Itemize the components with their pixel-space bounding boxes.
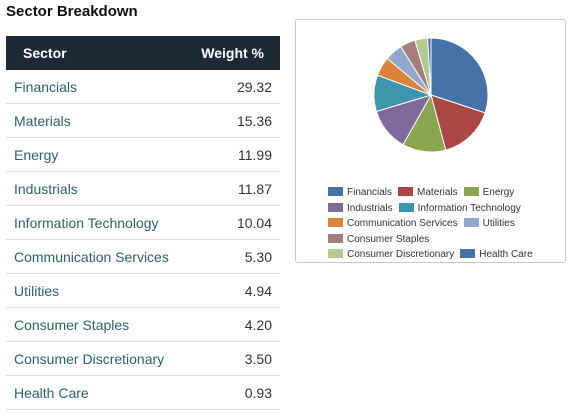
legend-swatch [463,218,479,227]
legend-row: Consumer Staples [328,232,564,248]
legend-swatch [398,202,414,212]
sector-weight: 29.32 [190,70,280,104]
legend-swatch [460,249,476,258]
legend-swatch [328,218,343,227]
sector-weight: 10.04 [190,205,280,240]
legend-label: Industrials [347,202,393,214]
legend-label: Information Technology [417,202,521,214]
legend-item-consumer-staples[interactable]: Consumer Staples [328,232,429,248]
pie-slice-materials[interactable] [430,94,486,151]
sector-name: Information Technology [6,205,191,240]
sector-table: Sector Weight % Financials 29.32 Materia… [6,36,280,410]
sector-pie-chart: Financials Materials Energy Industrials Info… [295,19,566,263]
sector-name: Financials [6,70,191,104]
table-row: Communication Services 5.30 [6,239,280,274]
sector-weight: 3.50 [190,341,280,376]
legend-item-materials[interactable]: Materials [398,185,458,201]
pie-slice-financials[interactable] [430,37,489,114]
table-row: Information Technology 10.04 [6,205,280,240]
legend-item-industrials[interactable]: Industrials [328,201,393,217]
legend-item-consumer-discretionary[interactable]: Consumer Discretionary [328,247,454,263]
table-row: Consumer Staples 4.20 [6,307,280,342]
legend-row: Communication Services Utilities [328,216,564,232]
legend-label: Consumer Discretionary [347,249,455,260]
table-header-row: Sector Weight % [6,36,280,70]
table-row: Financials 29.32 [6,70,280,104]
sector-name: Communication Services [6,239,191,274]
sector-name: Materials [6,103,191,138]
sector-name: Energy [6,137,191,172]
table-row: Health Care 0.93 [6,375,280,410]
column-header-weight[interactable]: Weight % [190,36,280,70]
legend-row: Financials Materials Energy [328,185,564,201]
legend-swatch [398,187,414,196]
column-header-sector[interactable]: Sector [6,36,191,70]
sector-weight: 5.30 [190,239,280,274]
legend-label: Financials [347,187,393,198]
legend-swatch [328,202,343,212]
sector-weight: 11.87 [190,171,280,206]
legend-item-health-care[interactable]: Health Care [460,247,533,263]
legend-swatch [328,249,343,258]
sector-name: Health Care [6,375,191,410]
legend-swatch [328,187,343,196]
legend-label: Health Care [479,249,533,260]
sector-name: Consumer Staples [6,307,191,342]
legend-label: Energy [482,187,515,198]
table-row: Energy 11.99 [6,137,280,172]
legend-item-communication-services[interactable]: Communication Services [328,216,458,232]
table-row: Utilities 4.94 [6,273,280,308]
legend-label: Utilities [482,218,515,229]
legend-label: Communication Services [347,218,458,229]
legend-row: Industrials Information Technology [328,201,564,217]
page-title: Sector Breakdown [6,3,138,20]
sector-name: Industrials [6,171,191,206]
table-row: Materials 15.36 [6,103,280,138]
pie-slice-health-care[interactable] [427,37,432,96]
legend-swatch [328,233,343,243]
sector-name: Utilities [6,273,191,308]
pie-chart-svg [373,37,489,153]
sector-weight: 15.36 [190,103,280,138]
sector-weight: 11.99 [190,137,280,172]
legend-item-information-technology[interactable]: Information Technology [398,201,521,217]
legend-label: Materials [417,187,458,198]
table-row: Industrials 11.87 [6,171,280,206]
sector-weight: 4.20 [190,307,280,342]
legend-label: Consumer Staples [347,233,430,245]
legend-swatch [463,187,479,196]
legend-item-utilities[interactable]: Utilities [463,216,515,232]
sector-name: Consumer Discretionary [6,341,191,376]
table-row: Consumer Discretionary 3.50 [6,341,280,376]
sector-weight: 0.93 [190,375,280,410]
legend-item-financials[interactable]: Financials [328,185,392,201]
sector-weight: 4.94 [190,273,280,308]
chart-legend: Financials Materials Energy Industrials Info… [328,185,564,263]
legend-row: Consumer Discretionary Health Care [328,247,564,263]
legend-item-energy[interactable]: Energy [463,185,515,201]
